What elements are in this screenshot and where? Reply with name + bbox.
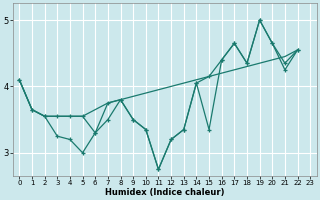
- X-axis label: Humidex (Indice chaleur): Humidex (Indice chaleur): [105, 188, 225, 197]
